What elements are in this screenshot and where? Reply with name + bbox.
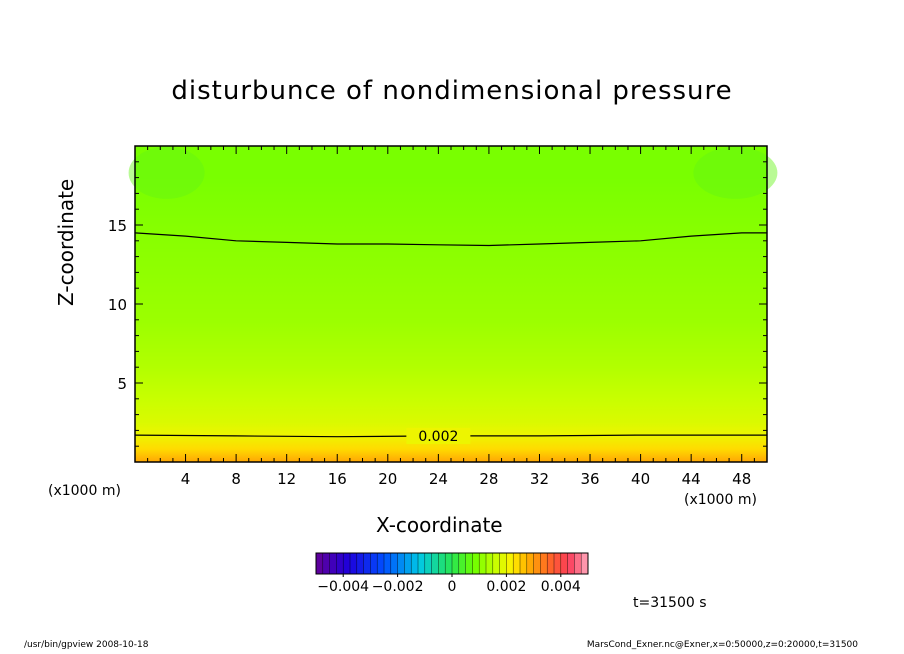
colorbar-cell [384,553,392,574]
time-stamp: t=31500 s [633,595,707,611]
contour-label: 0.002 [418,429,458,445]
corner-shade-left [128,146,205,199]
colorbar-cell [574,553,582,574]
colorbar-cell [397,553,405,574]
colorbar-cell [329,553,337,574]
colorbar-cell [533,553,541,574]
colorbar-cell [424,553,432,574]
colorbar-cell [499,553,507,574]
colorbar-cell [554,553,562,574]
x-tick-label: 8 [231,470,241,488]
colorbar: −0.004 −0.002 0 0.002 0.004 [315,552,589,595]
colorbar-cell [492,553,500,574]
contour-label-bg [406,427,471,444]
colorbar-cell [567,553,575,574]
contour-lines: 0.002 [134,232,767,445]
colorbar-cell [465,553,473,574]
x-tick-label: 44 [682,470,701,488]
x-tick-label: 36 [580,470,599,488]
colorbar-cell [350,553,358,574]
colorbar-cell [520,553,528,574]
colorbar-cell [472,553,480,574]
colorbar-cell [458,553,466,574]
colorbar-cell [377,553,385,574]
colorbar-cell [581,553,589,574]
contour-field [135,146,767,462]
colorbar-cell [411,553,419,574]
contour-line [134,232,767,247]
colorbar-cell [540,553,548,574]
colorbar-cell [336,553,344,574]
colorbar-cell [370,553,378,574]
field-shading [128,146,778,199]
x-tick-label: 40 [631,470,650,488]
colorbar-cell [526,553,534,574]
colorbar-cell [513,553,521,574]
contour-line [134,434,767,438]
colorbar-cell [343,553,351,574]
colorbar-cell [445,553,453,574]
x-tick-label: 20 [378,470,397,488]
x-tick-label: 32 [530,470,549,488]
colorbar-cell [506,553,514,574]
colorbar-cell [452,553,460,574]
x-tick-label: 28 [479,470,498,488]
footer-source: MarsCond_Exner.nc@Exner,x=0:50000,z=0:20… [586,640,858,650]
x-axis-label: X-coordinate [376,513,503,537]
colorbar-tick-label: −0.004 [317,579,369,595]
colorbar-cell [356,553,364,574]
y-axis-unit: (x1000 m) [48,483,121,499]
x-tick-label: 4 [181,470,191,488]
y-tick-label: 5 [117,375,127,393]
colorbar-tick-label: −0.002 [372,579,424,595]
colorbar-cell [390,553,398,574]
colorbar-cell [418,553,426,574]
colorbar-tick-label: 0.002 [486,579,526,595]
y-axis-label: Z-coordinate [54,178,78,306]
corner-shade-right [693,146,778,199]
colorbar-tick-label: 0 [448,579,457,595]
x-tick-label: 12 [277,470,296,488]
y-tick-label: 15 [108,217,127,235]
colorbar-cell [316,553,324,574]
x-tick-label: 16 [328,470,347,488]
colorbar-cell [438,553,446,574]
colorbar-cell [322,553,330,574]
x-tick-label: 24 [429,470,448,488]
colorbar-cell [486,553,494,574]
colorbar-cell [479,553,487,574]
colorbar-cell [431,553,439,574]
colorbar-cell [560,553,568,574]
colorbar-cell [404,553,412,574]
colorbar-cell [363,553,371,574]
colorbar-cell [547,553,555,574]
y-tick-label: 10 [108,296,127,314]
chart-title: disturbunce of nondimensional pressure [171,76,733,106]
colorbar-tick-label: 0.004 [541,579,581,595]
x-tick-label: 48 [732,470,751,488]
x-axis-unit: (x1000 m) [684,492,757,508]
footer-program: /usr/bin/gpview 2008-10-18 [24,640,149,650]
